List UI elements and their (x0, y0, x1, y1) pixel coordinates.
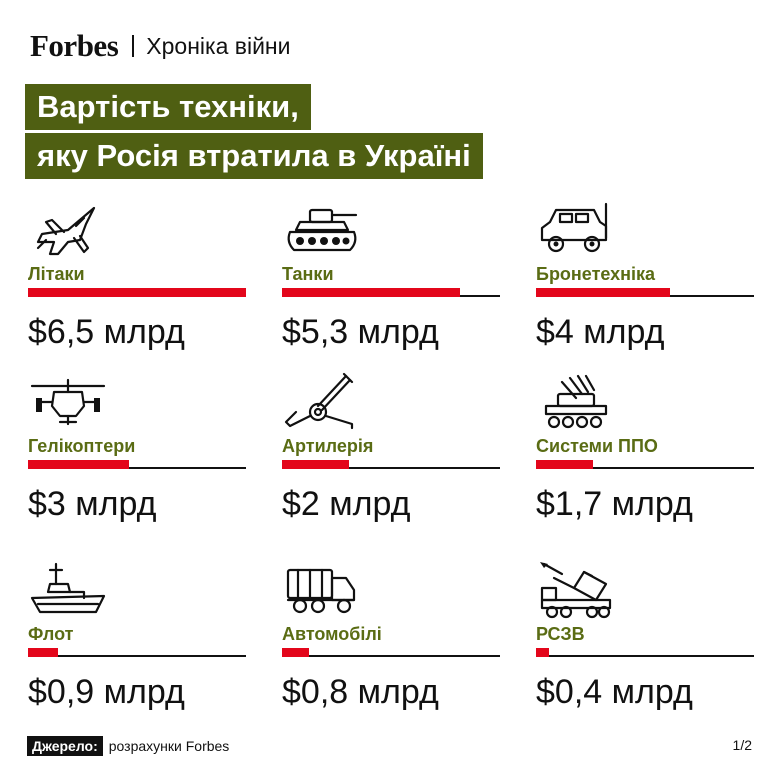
source-text: розрахунки Forbes (108, 738, 230, 754)
category-cell: Системи ППО $1,7 млрд (536, 372, 754, 542)
warship-icon (28, 560, 108, 620)
category-label: Літаки (28, 264, 85, 284)
bar-baseline (282, 655, 500, 657)
category-label: Флот (28, 624, 74, 644)
category-cell: Літаки $6,5 млрд (28, 200, 246, 370)
value-label: $4 млрд (536, 313, 665, 351)
value-label: $1,7 млрд (536, 485, 693, 523)
category-cell: Бронетехніка $4 млрд (536, 200, 754, 370)
category-label: Артилерія (282, 436, 374, 456)
header: Forbes Хроніка війни (30, 26, 290, 66)
category-label: Системи ППО (536, 436, 658, 456)
category-cell: Автомобілі $0,8 млрд (282, 560, 500, 730)
value-bar (28, 648, 58, 657)
value-bar (536, 288, 670, 297)
armored-vehicle-icon (536, 200, 616, 260)
air-defense-icon (536, 372, 616, 432)
fighter-jet-icon (28, 200, 108, 260)
bar-baseline (28, 655, 246, 657)
chart-title-line-1: Вартість техніки, (25, 84, 311, 130)
chart-title-line-2: яку Росія втратила в Україні (25, 133, 483, 179)
rocket-launcher-icon (536, 560, 616, 620)
category-label: Бронетехніка (536, 264, 656, 284)
value-label: $0,4 млрд (536, 673, 693, 711)
bar-baseline (536, 467, 754, 469)
bar-baseline (282, 467, 500, 469)
value-label: $0,8 млрд (282, 673, 439, 711)
page-number: 1/2 (732, 737, 752, 753)
helicopter-icon (28, 372, 108, 432)
bar-baseline (536, 655, 754, 657)
value-label: $6,5 млрд (28, 313, 185, 351)
value-bar (282, 288, 460, 297)
category-cell: РСЗВ $0,4 млрд (536, 560, 754, 730)
value-bar (282, 460, 349, 469)
section-title: Хроніка війни (146, 32, 291, 59)
value-bar (28, 288, 246, 297)
category-cell: Танки $5,3 млрд (282, 200, 500, 370)
category-label: РСЗВ (536, 624, 585, 644)
value-bar (536, 460, 593, 469)
bar-baseline (28, 467, 246, 469)
value-bar (28, 460, 129, 469)
value-label: $0,9 млрд (28, 673, 185, 711)
brand-logo: Forbes (30, 28, 119, 63)
category-cell: Гелікоптери $3 млрд (28, 372, 246, 542)
value-label: $2 млрд (282, 485, 411, 523)
footer: Джерело: розрахунки Forbes (27, 736, 229, 756)
category-cell: Флот $0,9 млрд (28, 560, 246, 730)
value-bar (536, 648, 549, 657)
category-label: Автомобілі (282, 624, 382, 644)
artillery-icon (282, 372, 362, 432)
category-label: Гелікоптери (28, 436, 136, 456)
value-label: $3 млрд (28, 485, 157, 523)
value-label: $5,3 млрд (282, 313, 439, 351)
header-divider (132, 35, 135, 57)
value-bar (282, 648, 309, 657)
truck-icon (282, 560, 362, 620)
source-label: Джерело: (27, 736, 103, 756)
category-cell: Артилерія $2 млрд (282, 372, 500, 542)
category-label: Танки (282, 264, 334, 284)
tank-icon (282, 200, 362, 260)
